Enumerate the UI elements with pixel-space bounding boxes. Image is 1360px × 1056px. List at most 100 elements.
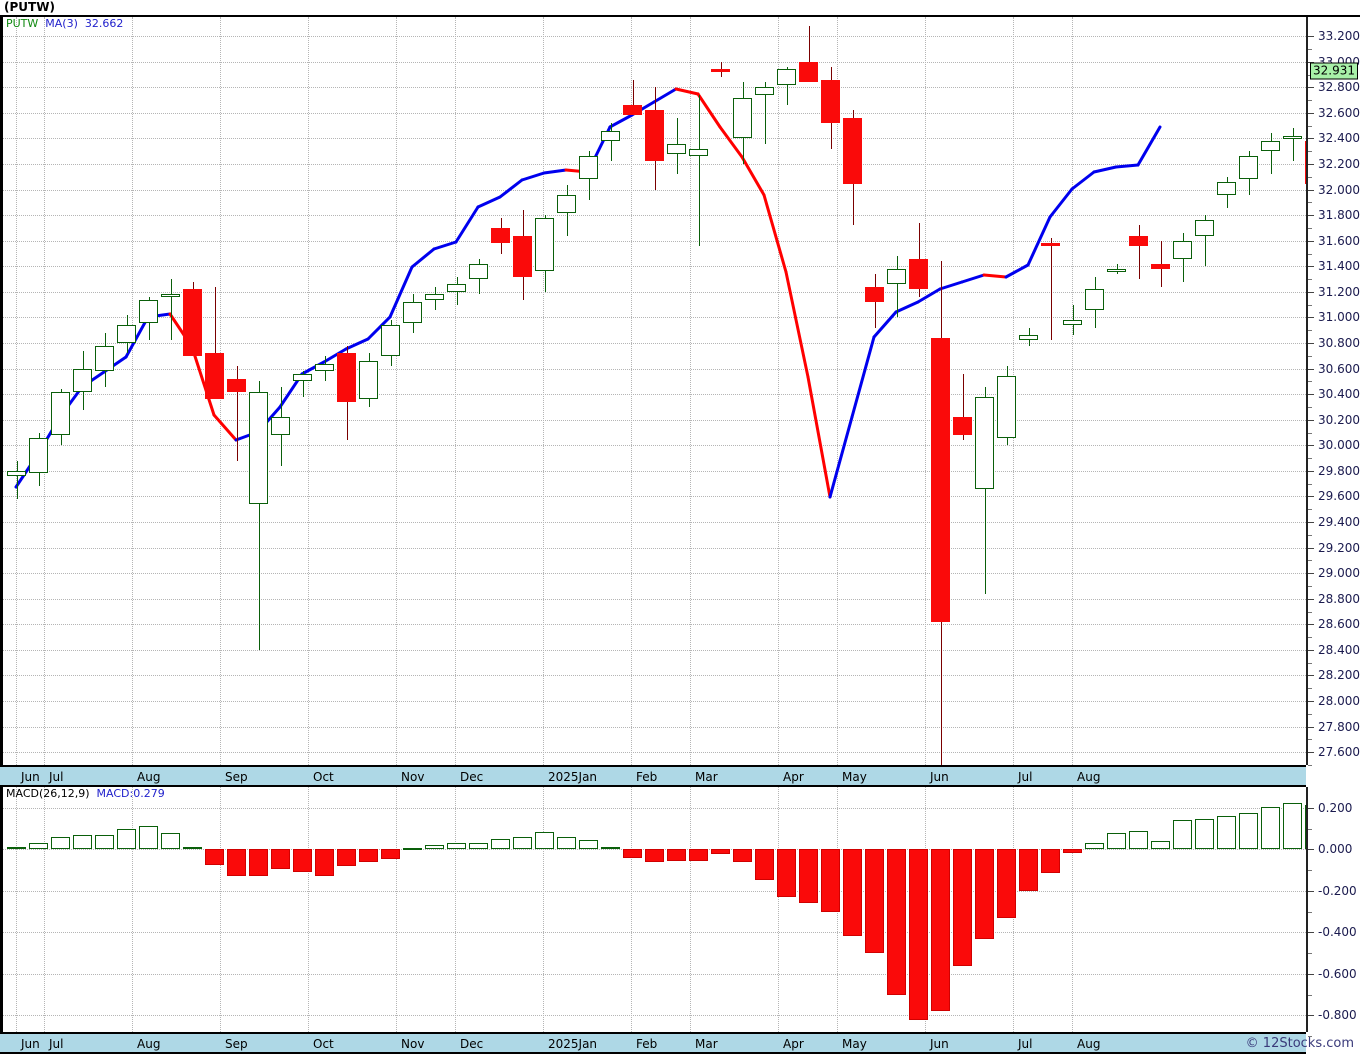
price-tick-mark — [1308, 598, 1314, 600]
month-gridline — [925, 17, 926, 765]
price-tick-label: 32.400 — [1318, 131, 1360, 146]
macd-tick-mark — [1308, 932, 1314, 934]
ma-segment-rising — [850, 335, 876, 419]
price-gridline — [3, 215, 1306, 217]
month-gridline — [455, 17, 456, 765]
macd-tick-label: 0.200 — [1318, 800, 1353, 815]
date-axis-label: Aug — [137, 770, 161, 784]
price-tick-label: 31.600 — [1318, 233, 1360, 248]
candle-body — [777, 69, 796, 85]
candle-wick — [809, 25, 810, 72]
candle-body — [161, 294, 180, 298]
price-minor-tick — [1308, 330, 1312, 332]
price-tick-label: 31.200 — [1318, 284, 1360, 299]
macd-bar — [887, 849, 906, 995]
macd-panel[interactable]: MACD(26,12,9) MACD:0.279 — [0, 787, 1360, 1032]
month-gridline — [132, 17, 133, 765]
price-chart-panel[interactable]: PUTW MA(3) 32.662 — [0, 17, 1360, 778]
candle-body — [1217, 181, 1236, 195]
date-axis-label: Feb — [636, 1037, 658, 1051]
macd-bar — [205, 849, 224, 866]
ma-segment-rising — [410, 247, 436, 269]
price-tick-mark — [1308, 87, 1314, 89]
macd-bar — [513, 836, 532, 850]
date-axis-bottom[interactable]: Jun Jul Aug Sep Oct Nov Dec 2025Jan Feb Mar Apr May… — [0, 1032, 1306, 1054]
ma-segment-falling — [762, 193, 788, 274]
price-minor-tick — [1308, 739, 1312, 741]
price-gridline — [3, 164, 1306, 166]
month-gridline — [778, 17, 779, 765]
date-axis-label: Mar — [695, 1037, 718, 1051]
price-tick-mark — [1308, 36, 1314, 38]
macd-bar — [491, 839, 510, 850]
macd-bar — [95, 835, 114, 850]
price-minor-tick — [1308, 48, 1312, 50]
price-minor-tick — [1308, 765, 1312, 766]
ma-segment-falling — [674, 87, 700, 96]
price-gridline — [3, 291, 1306, 293]
price-gridline — [3, 701, 1306, 703]
price-gridline — [3, 598, 1306, 600]
candle-body — [645, 110, 664, 162]
macd-bar — [865, 849, 884, 954]
month-gridline — [132, 787, 133, 1032]
ma-segment-rising — [1092, 165, 1118, 174]
macd-bar — [1261, 806, 1280, 850]
price-axis[interactable]: 33.20033.00032.80032.60032.40032.20032.0… — [1306, 17, 1360, 766]
candle-body — [799, 61, 818, 83]
date-axis-top[interactable]: Jun Jul Aug Sep Oct Nov Dec 2025Jan Feb Mar Apr May… — [0, 765, 1306, 787]
price-tick-mark — [1308, 112, 1314, 114]
date-axis-label: Sep — [225, 770, 248, 784]
candle-body — [227, 378, 246, 392]
price-tick-label: 30.200 — [1318, 412, 1360, 427]
price-gridline — [3, 445, 1306, 447]
macd-bar — [1129, 830, 1148, 850]
date-axis-label: Sep — [225, 1037, 248, 1051]
candle-body — [821, 79, 840, 124]
candle-body — [513, 235, 532, 277]
price-tick-mark — [1308, 445, 1314, 447]
candle-wick — [1051, 238, 1052, 341]
price-tick-label: 28.800 — [1318, 591, 1360, 606]
ma-segment-rising — [1114, 163, 1140, 169]
candle-body — [1195, 220, 1214, 236]
price-minor-tick — [1308, 662, 1312, 664]
candle-wick — [1293, 128, 1294, 162]
macd-bar — [447, 843, 466, 850]
candle-body — [293, 373, 312, 382]
date-axis-label: Jun — [930, 770, 949, 784]
macd-bar — [1151, 840, 1170, 850]
candle-body — [491, 227, 510, 244]
price-tick-mark — [1308, 291, 1314, 293]
macd-legend-value: MACD:0.279 — [96, 787, 165, 800]
macd-axis[interactable]: 0.200 0.000 -0.200 -0.400 -0.600 -0.800 — [1306, 787, 1360, 1038]
price-gridline — [3, 752, 1306, 754]
macd-gridline — [3, 890, 1306, 892]
ma-segment-falling — [784, 270, 810, 379]
date-axis-label: 2025Jan — [548, 770, 598, 784]
price-tick-mark — [1308, 624, 1314, 626]
macd-bar — [1239, 812, 1258, 850]
month-gridline — [631, 17, 632, 765]
price-gridline — [3, 189, 1306, 191]
ma-segment-rising — [542, 168, 568, 175]
macd-bar — [315, 849, 334, 877]
macd-tick-mark — [1308, 973, 1314, 975]
page-title: (PUTW) — [4, 0, 55, 14]
price-tick-label: 32.000 — [1318, 182, 1360, 197]
candle-body — [205, 353, 224, 400]
macd-tick-label: 0.000 — [1318, 842, 1353, 857]
macd-bar — [1041, 849, 1060, 874]
price-tick-label: 30.000 — [1318, 438, 1360, 453]
price-tick-label: 31.000 — [1318, 310, 1360, 325]
price-tick-label: 28.200 — [1318, 668, 1360, 683]
date-axis-label: Jul — [1018, 1037, 1033, 1051]
macd-legend: MACD(26,12,9) MACD:0.279 — [6, 788, 165, 800]
price-tick-mark — [1308, 522, 1314, 524]
macd-bar — [1195, 819, 1214, 850]
month-gridline — [16, 17, 17, 765]
price-tick-label: 27.800 — [1318, 719, 1360, 734]
candle-body — [7, 470, 26, 477]
candle-body — [403, 302, 422, 323]
